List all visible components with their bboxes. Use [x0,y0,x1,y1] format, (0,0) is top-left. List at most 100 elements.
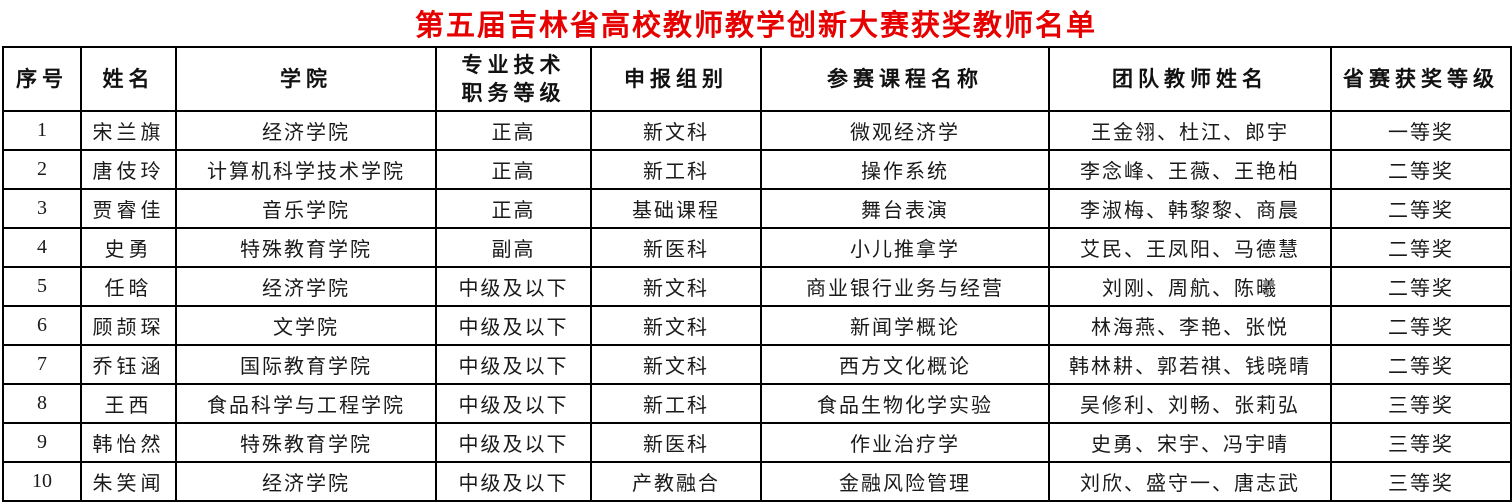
header-course: 参赛课程名称 [760,46,1050,112]
cell-group: 新文科 [590,344,762,385]
cell-college: 计算机科学技术学院 [175,149,437,190]
table-body: 1 宋兰旗 经济学院 正高 新文科 微观经济学 王金翎、杜江、郎宇 一等奖 2 唐伎玲 计算机科学技… [2,110,1512,502]
awards-table: 序号 姓名 学院 专业技术 职务等级 申报组别 参赛课程名称 团队教师姓名 省赛… [2,46,1512,502]
table-row: 7 乔钰涵 国际教育学院 中级及以下 新文科 西方文化概论 韩林耕、郭若祺、钱晓晴 二等奖 [2,344,1512,385]
cell-index: 7 [2,344,82,385]
cell-team: 王金翎、杜江、郎宇 [1048,110,1332,151]
cell-course: 新闻学概论 [760,305,1050,346]
cell-team: 艾民、王凤阳、马德慧 [1048,227,1332,268]
cell-college: 国际教育学院 [175,344,437,385]
cell-award: 二等奖 [1330,305,1512,346]
cell-team: 李淑梅、韩黎黎、商晨 [1048,188,1332,229]
header-rank: 专业技术 职务等级 [435,46,592,112]
cell-course: 商业银行业务与经营 [760,266,1050,307]
cell-rank: 中级及以下 [435,266,592,307]
cell-group: 新文科 [590,110,762,151]
header-team: 团队教师姓名 [1048,46,1332,112]
cell-rank: 正高 [435,110,592,151]
table-row: 3 贾睿佳 音乐学院 正高 基础课程 舞台表演 李淑梅、韩黎黎、商晨 二等奖 [2,188,1512,229]
cell-rank: 中级及以下 [435,344,592,385]
cell-index: 6 [2,305,82,346]
cell-course: 微观经济学 [760,110,1050,151]
cell-team: 刘欣、盛守一、唐志武 [1048,461,1332,502]
cell-award: 二等奖 [1330,344,1512,385]
cell-index: 4 [2,227,82,268]
cell-group: 新工科 [590,149,762,190]
table-row: 8 王西 食品科学与工程学院 中级及以下 新工科 食品生物化学实验 吴修利、刘畅、张莉弘 三等… [2,383,1512,424]
cell-name: 贾睿佳 [80,188,177,229]
table-row: 1 宋兰旗 经济学院 正高 新文科 微观经济学 王金翎、杜江、郎宇 一等奖 [2,110,1512,151]
cell-rank: 中级及以下 [435,461,592,502]
cell-course: 金融风险管理 [760,461,1050,502]
cell-rank: 中级及以下 [435,305,592,346]
cell-college: 食品科学与工程学院 [175,383,437,424]
cell-group: 新医科 [590,227,762,268]
cell-rank: 中级及以下 [435,383,592,424]
cell-award: 二等奖 [1330,188,1512,229]
header-award: 省赛获奖等级 [1330,46,1512,112]
cell-course: 舞台表演 [760,188,1050,229]
cell-award: 二等奖 [1330,227,1512,268]
page-title: 第五届吉林省高校教师教学创新大赛获奖教师名单 [414,10,1097,42]
cell-college: 特殊教育学院 [175,422,437,463]
cell-name: 顾颉琛 [80,305,177,346]
table-row: 5 任晗 经济学院 中级及以下 新文科 商业银行业务与经营 刘刚、周航、陈曦 二等奖 [2,266,1512,307]
header-college: 学院 [175,46,437,112]
cell-award: 三等奖 [1330,383,1512,424]
cell-course: 作业治疗学 [760,422,1050,463]
cell-name: 宋兰旗 [80,110,177,151]
cell-name: 朱笑闻 [80,461,177,502]
cell-rank: 正高 [435,188,592,229]
cell-team: 刘刚、周航、陈曦 [1048,266,1332,307]
cell-team: 韩林耕、郭若祺、钱晓晴 [1048,344,1332,385]
cell-group: 产教融合 [590,461,762,502]
cell-college: 音乐学院 [175,188,437,229]
cell-college: 文学院 [175,305,437,346]
cell-college: 经济学院 [175,461,437,502]
header-index: 序号 [2,46,82,112]
cell-name: 史勇 [80,227,177,268]
cell-college: 经济学院 [175,266,437,307]
cell-award: 三等奖 [1330,461,1512,502]
cell-index: 5 [2,266,82,307]
cell-award: 二等奖 [1330,149,1512,190]
table-row: 2 唐伎玲 计算机科学技术学院 正高 新工科 操作系统 李念峰、王薇、王艳柏 二等奖 [2,149,1512,190]
cell-rank: 中级及以下 [435,422,592,463]
table-row: 6 顾颉琛 文学院 中级及以下 新文科 新闻学概论 林海燕、李艳、张悦 二等奖 [2,305,1512,346]
cell-course: 小儿推拿学 [760,227,1050,268]
cell-name: 王西 [80,383,177,424]
cell-team: 李念峰、王薇、王艳柏 [1048,149,1332,190]
cell-course: 西方文化概论 [760,344,1050,385]
cell-award: 二等奖 [1330,266,1512,307]
cell-rank: 正高 [435,149,592,190]
cell-rank: 副高 [435,227,592,268]
cell-course: 食品生物化学实验 [760,383,1050,424]
cell-group: 新文科 [590,305,762,346]
header-row: 序号 姓名 学院 专业技术 职务等级 申报组别 参赛课程名称 团队教师姓名 省赛… [2,46,1512,112]
cell-team: 史勇、宋宇、冯宇晴 [1048,422,1332,463]
cell-course: 操作系统 [760,149,1050,190]
cell-name: 韩怡然 [80,422,177,463]
cell-name: 任晗 [80,266,177,307]
table-header: 序号 姓名 学院 专业技术 职务等级 申报组别 参赛课程名称 团队教师姓名 省赛… [2,46,1512,112]
table-row: 9 韩怡然 特殊教育学院 中级及以下 新医科 作业治疗学 史勇、宋宇、冯宇晴 三等奖 [2,422,1512,463]
cell-index: 10 [2,461,82,502]
cell-index: 9 [2,422,82,463]
cell-award: 一等奖 [1330,110,1512,151]
cell-index: 8 [2,383,82,424]
cell-award: 三等奖 [1330,422,1512,463]
title-bar: 第五届吉林省高校教师教学创新大赛获奖教师名单 [0,0,1512,46]
cell-index: 2 [2,149,82,190]
cell-group: 基础课程 [590,188,762,229]
cell-group: 新工科 [590,383,762,424]
table-row: 10 朱笑闻 经济学院 中级及以下 产教融合 金融风险管理 刘欣、盛守一、唐志武 三等奖 [2,461,1512,502]
cell-college: 经济学院 [175,110,437,151]
cell-group: 新医科 [590,422,762,463]
cell-college: 特殊教育学院 [175,227,437,268]
cell-index: 3 [2,188,82,229]
table-row: 4 史勇 特殊教育学院 副高 新医科 小儿推拿学 艾民、王凤阳、马德慧 二等奖 [2,227,1512,268]
cell-group: 新文科 [590,266,762,307]
cell-index: 1 [2,110,82,151]
header-name: 姓名 [80,46,177,112]
